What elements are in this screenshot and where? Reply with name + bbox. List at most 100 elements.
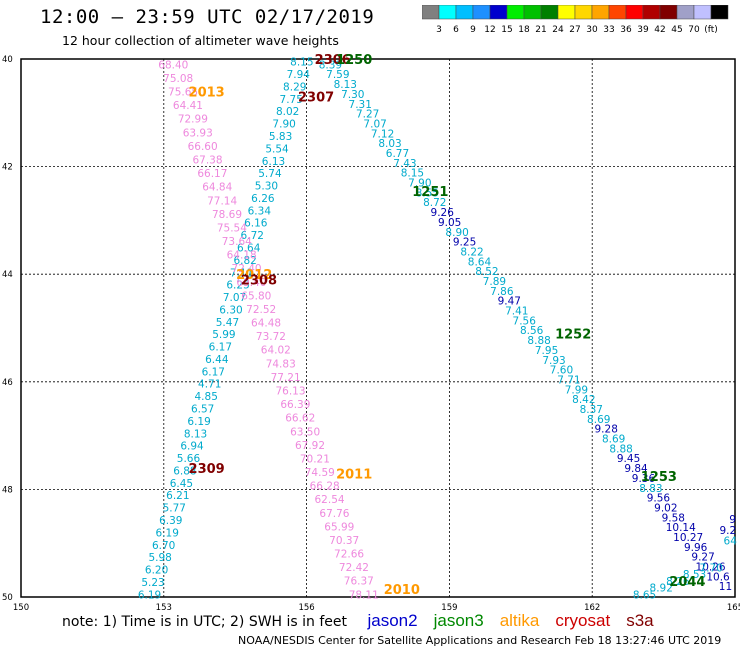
colorbar-label: 30 <box>586 25 598 35</box>
legend-cryosat: cryosat <box>555 611 611 630</box>
swh-value: 76.37 <box>344 576 374 588</box>
legend-jason2: jason2 <box>367 611 418 630</box>
swh-value: 6.17 <box>209 342 232 354</box>
swh-value: 64.02 <box>261 345 291 357</box>
swh-value: 5.77 <box>163 503 186 515</box>
colorbar-label: 21 <box>535 25 546 35</box>
swh-value: 6.19 <box>187 416 210 428</box>
swh-value: 78.69 <box>212 209 242 221</box>
swh-value: 75.54 <box>217 222 247 234</box>
swh-value: 8.90 <box>445 227 468 239</box>
swh-value: 8.39 <box>319 59 342 71</box>
swh-value: 8.65 <box>633 589 656 601</box>
pass-time-label: 1252 <box>555 327 591 342</box>
swh-value: 6.72 <box>241 230 264 242</box>
swh-value: 4.85 <box>195 391 218 403</box>
swh-value: 70.21 <box>300 453 330 465</box>
swh-value: 9.45 <box>617 453 640 465</box>
y-tick-label: 50 <box>2 593 13 603</box>
swh-value: 9.25 <box>453 237 476 249</box>
swh-value: 70.37 <box>329 535 359 547</box>
x-tick-label: 165 <box>727 603 740 610</box>
swh-value: 7.93 <box>542 355 565 367</box>
swh-value: 7.86 <box>490 286 514 298</box>
swh-value: 5.74 <box>258 168 282 180</box>
swh-value: 6.19 <box>156 527 179 539</box>
colorbar-label: 36 <box>620 25 632 35</box>
swh-value: 9.36 <box>632 473 656 485</box>
swh-value: 75.65 <box>168 87 198 99</box>
swh-value: 8.13 <box>184 428 207 440</box>
swh-value: 7.99 <box>565 384 588 396</box>
legend-s3a: s3a <box>626 611 654 630</box>
swh-value: 9.26 <box>431 207 455 219</box>
x-tick-label: 156 <box>298 603 314 610</box>
swh-value: 9.2 <box>720 525 737 537</box>
swh-value: 6.17 <box>202 366 225 378</box>
swh-value: 7.95 <box>535 345 558 357</box>
swh-value: 6.77 <box>386 148 409 160</box>
swh-value: 65.99 <box>324 521 354 533</box>
swh-value: 8.37 <box>580 404 603 416</box>
colorbar-label: 12 <box>484 25 495 35</box>
swh-value: 6.39 <box>159 515 182 527</box>
swh-value: 5.66 <box>177 453 201 465</box>
swh-value: 69.40 <box>236 277 266 289</box>
swh-value: 9.84 <box>624 463 648 475</box>
page-subtitle: 12 hour collection of altimeter wave hei… <box>62 33 339 48</box>
pass-time-label: 2013 <box>189 85 225 100</box>
swh-value: 6.25 <box>226 280 249 292</box>
swh-value: 63.50 <box>290 426 320 438</box>
swh-value: 8.13 <box>334 79 357 91</box>
swh-value: 10.14 <box>666 522 696 534</box>
swh-value: 8.29 <box>283 81 306 93</box>
swh-value: 9.96 <box>684 542 708 554</box>
swh-value: 8.02 <box>276 106 299 118</box>
colorbar-label: 15 <box>501 25 512 35</box>
swh-value: 6.16 <box>244 218 268 230</box>
swh-value: 6.64 <box>237 242 261 254</box>
pass-time-label: 2309 <box>189 462 225 477</box>
swh-value: 9.58 <box>662 512 685 524</box>
swh-value: 8.56 <box>520 325 544 337</box>
swh-value: 6.57 <box>191 404 214 416</box>
swh-value: 66.28 <box>310 481 340 493</box>
swh-value: 7.07 <box>363 118 386 130</box>
colorbar-label: (ft) <box>704 25 718 35</box>
note-text: note: 1) Time is in UTC; 2) SWH is in fe… <box>62 614 348 630</box>
swh-value: 7.60 <box>550 365 573 377</box>
swh-value: 72.52 <box>246 304 276 316</box>
swh-value: 8.15 <box>401 168 424 180</box>
colorbar-label: 18 <box>518 25 530 35</box>
swh-value: 7.90 <box>408 178 431 190</box>
swh-value: 5.30 <box>255 181 278 193</box>
colorbar-label: 3 <box>436 25 442 35</box>
swh-value: 72.40 <box>232 263 262 275</box>
swh-value: 8.22 <box>460 246 483 258</box>
y-tick-label: 48 <box>2 485 13 495</box>
swh-value: 5.99 <box>212 329 235 341</box>
swh-value: 64.48 <box>251 318 281 330</box>
swh-value: 7.27 <box>356 109 379 121</box>
swh-value: 7.56 <box>513 315 537 327</box>
colorbar-swatch <box>710 5 729 20</box>
swh-value: 6.94 <box>180 441 204 453</box>
pass-time-label: 1253 <box>641 470 677 485</box>
swh-value: 6.26 <box>251 193 275 205</box>
swh-value: 72.99 <box>178 114 208 126</box>
swh-value: 64.41 <box>173 100 203 112</box>
grid-lines <box>20 58 736 598</box>
swh-value: 7.43 <box>393 158 416 170</box>
swh-value: 5.98 <box>148 552 171 564</box>
axis-ticks: 150 153 156 159 162 165 40 42 44 46 48 50 <box>2 55 740 610</box>
pass-time-label: 2010 <box>384 583 420 598</box>
swh-value: 73.72 <box>256 331 286 343</box>
swh-value: 8.88 <box>527 335 550 347</box>
swh-value: 9.27 <box>691 552 714 564</box>
y-tick-label: 42 <box>2 163 13 173</box>
swh-value: 7.07 <box>223 292 246 304</box>
swh-value: 6.20 <box>145 565 168 577</box>
swh-value: 8.15 <box>290 57 313 69</box>
legend-altika: altika <box>499 611 540 630</box>
